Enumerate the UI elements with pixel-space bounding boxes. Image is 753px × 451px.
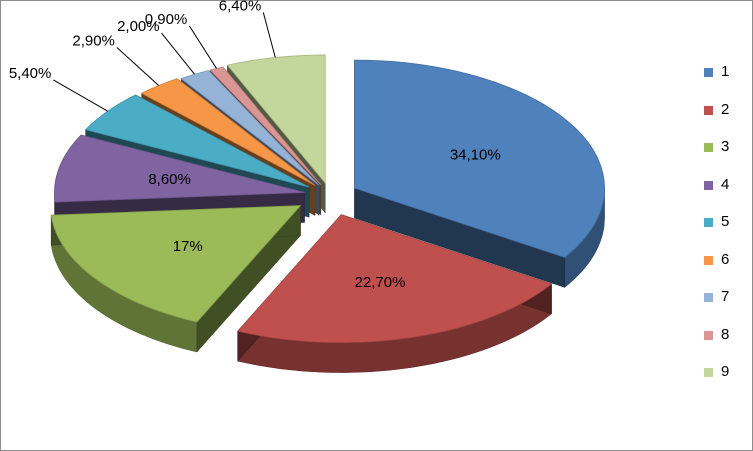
legend-swatch-8 xyxy=(704,330,713,340)
slice-4 xyxy=(54,134,305,203)
data-label-1: 34,10% xyxy=(450,146,501,163)
leader-line-9 xyxy=(262,12,276,58)
legend-label-3: 3 xyxy=(721,138,730,155)
legend-swatch-5 xyxy=(704,218,713,227)
legend-label-2: 2 xyxy=(721,100,730,118)
legend-item-2: 2 xyxy=(704,100,748,138)
legend-item-9: 9 xyxy=(704,362,748,400)
legend-swatch-1 xyxy=(704,68,713,77)
slice-6 xyxy=(140,78,316,186)
legend-label-5: 5 xyxy=(721,213,730,230)
leader-line-6 xyxy=(116,47,160,86)
data-label-9: 6,40% xyxy=(219,0,262,14)
chart-legend: 1 2 3 4 5 6 7 8 9 xyxy=(704,62,748,400)
leader-line-5 xyxy=(53,79,108,112)
data-label-4: 8,60% xyxy=(148,171,191,188)
leader-line-7 xyxy=(161,32,195,75)
legend-swatch-4 xyxy=(704,180,713,190)
slice-1 xyxy=(354,59,605,258)
legend-item-4: 4 xyxy=(704,175,748,213)
legend-swatch-7 xyxy=(704,293,713,302)
pie-tops xyxy=(50,54,605,344)
legend-item-3: 3 xyxy=(704,137,748,175)
legend-item-5: 5 xyxy=(704,212,748,250)
legend-swatch-9 xyxy=(704,368,713,377)
data-label-6: 2,90% xyxy=(72,33,115,50)
legend-label-6: 6 xyxy=(721,250,730,268)
slice-2 xyxy=(236,214,553,344)
legend-label-1: 1 xyxy=(721,63,730,80)
legend-item-1: 1 xyxy=(704,62,748,100)
legend-label-8: 8 xyxy=(721,325,730,343)
legend-label-4: 4 xyxy=(721,175,730,193)
data-label-3: 17% xyxy=(173,238,203,255)
slice-3 xyxy=(50,205,302,323)
data-label-8: 0,90% xyxy=(145,11,188,28)
legend-swatch-6 xyxy=(704,255,713,265)
legend-item-7: 7 xyxy=(704,287,748,325)
legend-swatch-2 xyxy=(704,105,713,115)
data-label-7: 2,00% xyxy=(117,18,160,35)
slice-5 xyxy=(84,94,310,188)
legend-item-6: 6 xyxy=(704,250,748,288)
slice-9 xyxy=(226,54,326,185)
data-label-2: 22,70% xyxy=(355,274,406,291)
legend-swatch-3 xyxy=(704,143,713,152)
data-label-5: 5,40% xyxy=(9,65,52,82)
leader-line-8 xyxy=(188,25,217,69)
legend-label-7: 7 xyxy=(721,288,730,305)
legend-item-8: 8 xyxy=(704,325,748,363)
pie-data-labels: 34,10% 22,70% 17% 8,60% 5,40% 2,90%2,00%0,90%… xyxy=(9,0,501,291)
legend-label-9: 9 xyxy=(721,363,730,380)
